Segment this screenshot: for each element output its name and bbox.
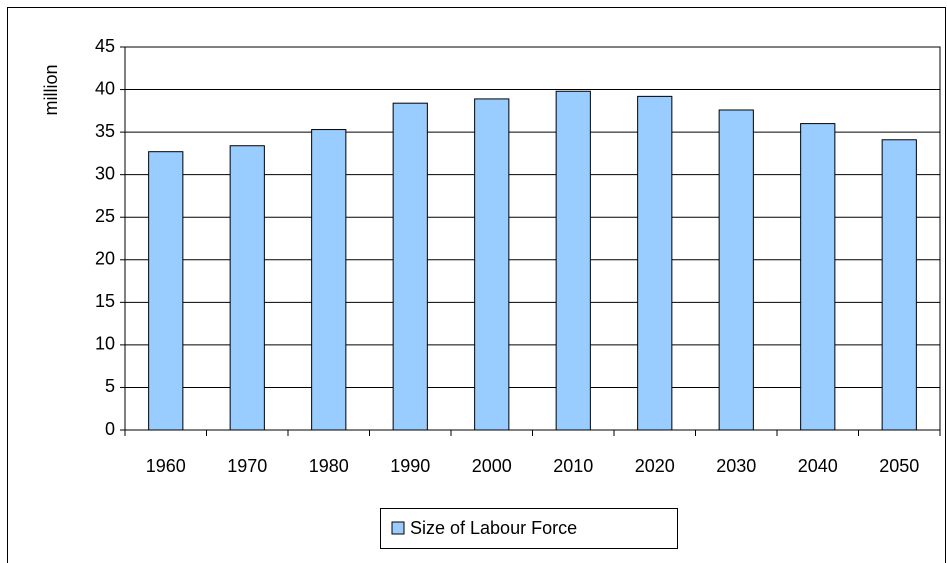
legend-box xyxy=(380,508,678,549)
legend-swatch xyxy=(391,521,405,535)
bar xyxy=(881,139,917,431)
y-axis-label: million xyxy=(41,64,61,115)
bar xyxy=(311,129,347,431)
bar xyxy=(148,151,184,431)
bar xyxy=(392,102,428,431)
x-tick-label: 1980 xyxy=(309,456,349,476)
x-tick-label: 1960 xyxy=(146,456,186,476)
x-tick-label: 2020 xyxy=(635,456,675,476)
bar xyxy=(800,123,836,431)
x-tick-label: 2010 xyxy=(553,456,593,476)
x-tick-label: 2000 xyxy=(472,456,512,476)
x-tick-label: 1990 xyxy=(390,456,430,476)
y-tick-label: 20 xyxy=(95,249,115,269)
y-tick-label: 10 xyxy=(95,334,115,354)
x-tick-label: 2050 xyxy=(879,456,919,476)
y-tick-label: 35 xyxy=(95,121,115,141)
legend-label: Size of Labour Force xyxy=(410,518,577,538)
y-tick-label: 40 xyxy=(95,78,115,98)
y-tick-label: 5 xyxy=(105,376,115,396)
y-tick-label: 15 xyxy=(95,291,115,311)
bar xyxy=(229,145,265,431)
x-tick-label: 2040 xyxy=(798,456,838,476)
y-tick-label: 25 xyxy=(95,206,115,226)
y-tick-label: 45 xyxy=(95,36,115,56)
x-tick-label: 1970 xyxy=(227,456,267,476)
y-tick-label: 0 xyxy=(105,419,115,439)
bar xyxy=(637,95,673,431)
y-tick-label: 30 xyxy=(95,163,115,183)
bar xyxy=(555,90,591,431)
x-tick-label: 2030 xyxy=(716,456,756,476)
bar xyxy=(474,98,510,431)
bar xyxy=(718,109,754,431)
